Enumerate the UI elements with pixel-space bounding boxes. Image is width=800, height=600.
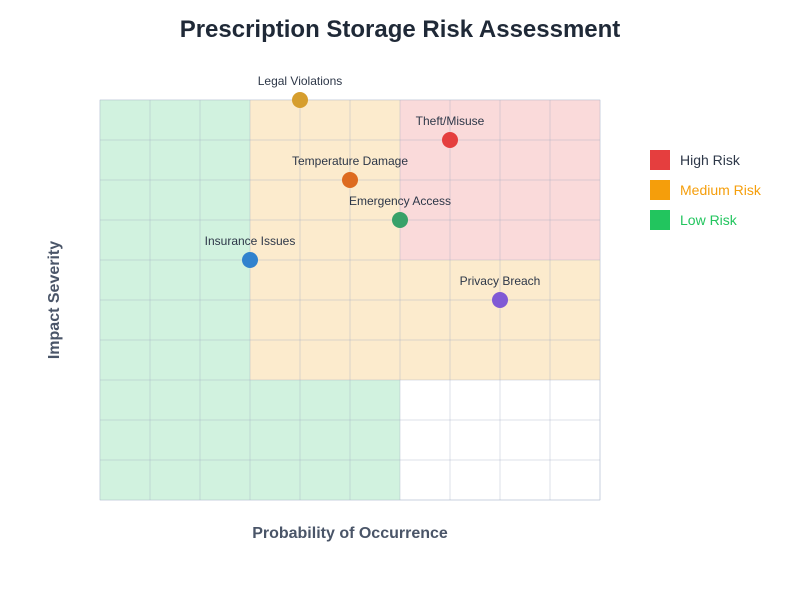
- legend-item-low[interactable]: Low Risk: [650, 210, 761, 230]
- point-marker-icon[interactable]: [392, 212, 408, 228]
- data-point[interactable]: Insurance Issues: [205, 234, 296, 268]
- point-marker-icon[interactable]: [342, 172, 358, 188]
- data-point[interactable]: Temperature Damage: [292, 154, 408, 188]
- data-point[interactable]: Legal Violations: [258, 74, 343, 108]
- x-axis-label: Probability of Occurrence: [252, 525, 448, 542]
- medium-risk-zone: [250, 260, 600, 380]
- risk-zones: [99, 99, 601, 501]
- legend-label: Medium Risk: [680, 182, 761, 198]
- point-label: Privacy Breach: [460, 274, 541, 288]
- legend: High Risk Medium Risk Low Risk: [650, 150, 761, 240]
- point-label: Emergency Access: [349, 194, 451, 208]
- point-marker-icon[interactable]: [492, 292, 508, 308]
- high-risk-zone: [400, 100, 600, 260]
- data-point[interactable]: Privacy Breach: [460, 274, 541, 308]
- low-risk-zone: [250, 380, 400, 500]
- data-point[interactable]: Emergency Access: [349, 194, 451, 228]
- point-label: Temperature Damage: [292, 154, 408, 168]
- legend-item-high[interactable]: High Risk: [650, 150, 761, 170]
- data-points: Legal Violations Theft/Misuse Temperature …: [205, 74, 541, 308]
- legend-label: Low Risk: [680, 212, 737, 228]
- medium-risk-swatch-icon: [650, 180, 670, 200]
- low-risk-swatch-icon: [650, 210, 670, 230]
- high-risk-swatch-icon: [650, 150, 670, 170]
- point-marker-icon[interactable]: [292, 92, 308, 108]
- y-axis-label: Impact Severity: [46, 240, 63, 360]
- chart-title: Prescription Storage Risk Assessment: [179, 16, 621, 43]
- low-risk-zone: [100, 100, 250, 500]
- data-point[interactable]: Theft/Misuse: [416, 114, 485, 148]
- point-marker-icon[interactable]: [242, 252, 258, 268]
- legend-item-medium[interactable]: Medium Risk: [650, 180, 761, 200]
- point-label: Theft/Misuse: [416, 114, 485, 128]
- medium-risk-zone: [250, 100, 400, 260]
- point-label: Insurance Issues: [205, 234, 296, 248]
- point-label: Legal Violations: [258, 74, 343, 88]
- point-marker-icon[interactable]: [442, 132, 458, 148]
- legend-label: High Risk: [680, 152, 740, 168]
